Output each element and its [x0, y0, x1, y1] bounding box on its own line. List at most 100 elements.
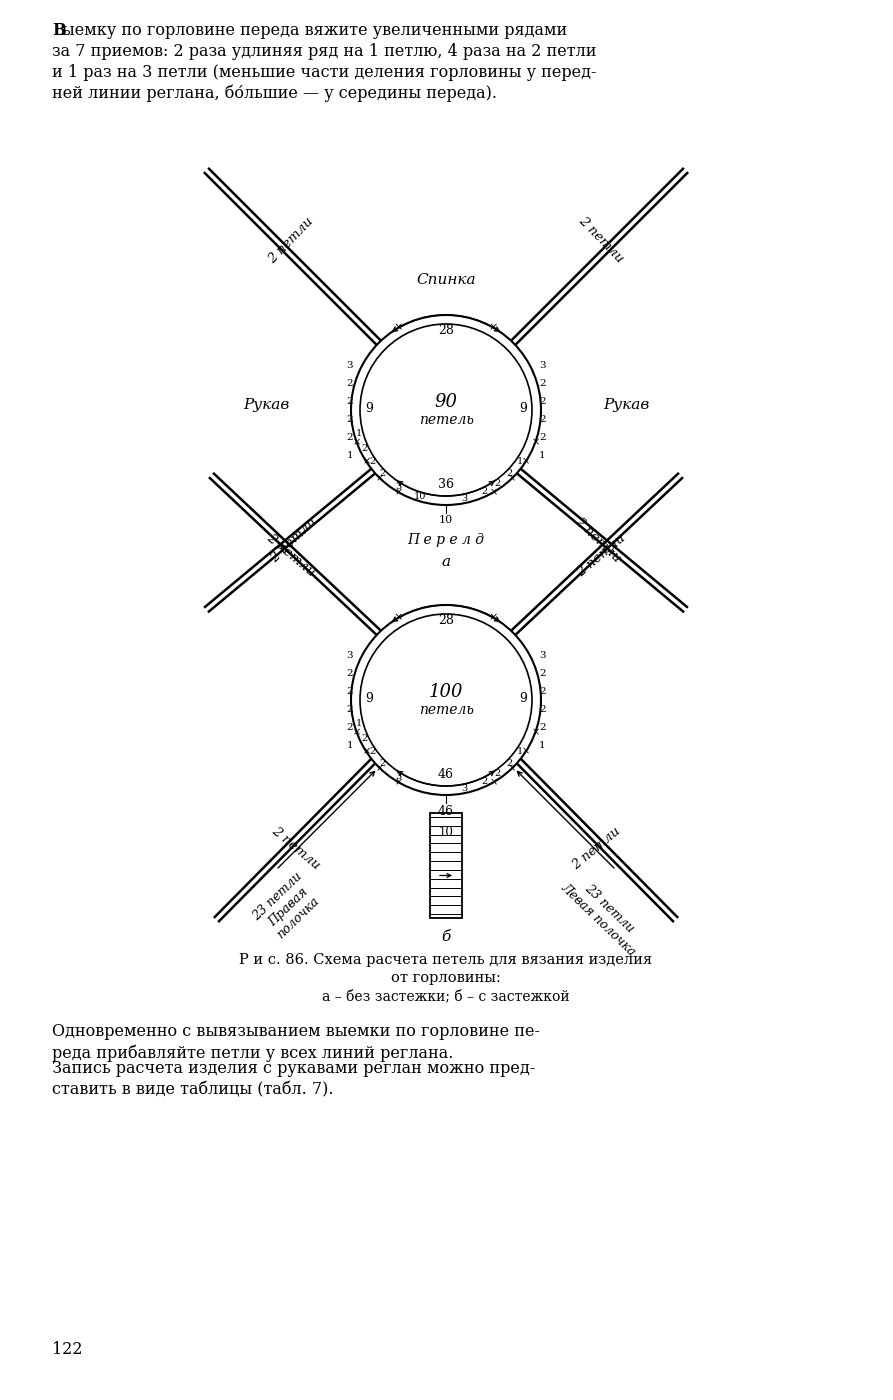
Text: 2: 2	[346, 414, 353, 423]
Text: 3: 3	[396, 482, 402, 491]
Text: 2: 2	[362, 734, 368, 742]
Text: 122: 122	[52, 1341, 82, 1358]
Text: 2: 2	[539, 704, 546, 714]
Text: 2 петли: 2 петли	[270, 825, 322, 872]
Text: В: В	[52, 22, 65, 39]
Text: ×: ×	[395, 777, 403, 787]
Text: Рукав: Рукав	[243, 398, 289, 412]
Text: 2: 2	[539, 378, 546, 388]
Text: ×: ×	[376, 473, 384, 483]
Text: 46: 46	[438, 805, 454, 818]
Text: 2: 2	[346, 704, 353, 714]
Text: 2: 2	[346, 378, 353, 388]
Text: П е р е л д: П е р е л д	[407, 533, 485, 547]
Text: ×: ×	[376, 763, 384, 773]
Text: ×: ×	[489, 777, 497, 787]
Text: 2: 2	[346, 396, 353, 406]
Text: 2 петли: 2 петли	[574, 531, 628, 578]
Text: ×: ×	[394, 613, 403, 623]
Text: ставить в виде таблицы (табл. 7).: ставить в виде таблицы (табл. 7).	[52, 1081, 333, 1098]
Text: 2 петли: 2 петли	[572, 515, 623, 566]
Text: ×: ×	[488, 323, 498, 333]
Text: 9: 9	[519, 692, 527, 704]
Text: ×: ×	[531, 728, 539, 738]
Text: ×: ×	[489, 487, 497, 497]
Text: 2: 2	[362, 444, 368, 452]
Text: 2: 2	[539, 414, 546, 423]
Text: 3: 3	[346, 651, 353, 659]
Bar	[430, 813, 462, 918]
Text: ×: ×	[363, 746, 371, 757]
Text: петель: петель	[419, 703, 473, 717]
Text: 36: 36	[438, 479, 454, 491]
Text: 2: 2	[346, 686, 353, 696]
Text: Спинка: Спинка	[416, 273, 476, 287]
Text: 2: 2	[380, 469, 386, 479]
Text: и 1 раз на 3 петли (меньшие части деления горловины у перед-: и 1 раз на 3 петли (меньшие части делени…	[52, 64, 597, 81]
Text: 3: 3	[396, 771, 402, 781]
Text: 9: 9	[519, 402, 527, 414]
Text: 3: 3	[539, 651, 546, 659]
Text: 1: 1	[346, 741, 353, 749]
Text: ×: ×	[353, 728, 361, 738]
Text: ней линии реглана, бо́льшие — у середины переда).: ней линии реглана, бо́льшие — у середины…	[52, 85, 497, 102]
Text: ыемку по горловине переда вяжите увеличенными рядами: ыемку по горловине переда вяжите увеличе…	[62, 22, 567, 39]
Text: 2: 2	[481, 487, 488, 496]
Text: б: б	[441, 930, 451, 944]
Text: 1: 1	[516, 748, 522, 756]
Text: 2 петли: 2 петли	[269, 515, 320, 566]
Text: ×: ×	[531, 437, 539, 448]
Text: 2: 2	[506, 759, 513, 769]
Text: 2: 2	[539, 396, 546, 406]
Text: ×: ×	[394, 323, 403, 333]
Text: 2: 2	[539, 433, 546, 441]
Text: 1: 1	[539, 741, 546, 749]
Text: 46: 46	[438, 769, 454, 781]
Text: 2 петли: 2 петли	[576, 214, 626, 266]
Text: 2: 2	[506, 469, 513, 479]
Text: 3: 3	[462, 784, 468, 792]
Text: 1: 1	[356, 718, 363, 728]
Text: петель: петель	[419, 413, 473, 427]
Text: 23 петли
Левая полочка: 23 петли Левая полочка	[559, 869, 649, 959]
Text: 2 петли: 2 петли	[264, 531, 318, 578]
Text: 1: 1	[516, 458, 522, 466]
Text: Запись расчета изделия с рукавами реглан можно пред-: Запись расчета изделия с рукавами реглан…	[52, 1060, 535, 1077]
Text: Рукав: Рукав	[603, 398, 649, 412]
Text: 2 петли: 2 петли	[266, 214, 316, 266]
Text: 2: 2	[369, 458, 375, 466]
Text: 1: 1	[346, 451, 353, 459]
Text: а: а	[441, 554, 451, 568]
Text: 28: 28	[438, 325, 454, 337]
Text: 2: 2	[346, 669, 353, 678]
Text: Р и с. 86. Схема расчета петель для вязания изделия: Р и с. 86. Схема расчета петель для вяза…	[239, 953, 653, 967]
Text: 90: 90	[435, 393, 457, 412]
Text: реда прибавляйте петли у всех линий реглана.: реда прибавляйте петли у всех линий регл…	[52, 1044, 454, 1061]
Text: 2: 2	[539, 669, 546, 678]
Text: 28: 28	[438, 615, 454, 627]
Text: за 7 приемов: 2 раза удлиняя ряд на 1 петлю, 4 раза на 2 петли: за 7 приемов: 2 раза удлиняя ряд на 1 пе…	[52, 43, 597, 60]
Text: 2: 2	[346, 433, 353, 441]
Text: ×: ×	[488, 613, 498, 623]
Text: 2: 2	[539, 686, 546, 696]
Text: 9: 9	[365, 402, 373, 414]
Text: 2: 2	[495, 769, 501, 778]
Text: 10: 10	[438, 515, 453, 525]
Text: 2: 2	[539, 722, 546, 731]
Text: 2: 2	[369, 748, 375, 756]
Text: ×: ×	[508, 473, 516, 483]
Text: ×: ×	[353, 437, 361, 448]
Text: 1: 1	[539, 451, 546, 459]
Text: от горловины:: от горловины:	[391, 972, 501, 986]
Text: Одновременно с вывязыванием выемки по горловине пе-: Одновременно с вывязыванием выемки по го…	[52, 1023, 540, 1040]
Text: 9: 9	[365, 692, 373, 704]
Text: 10: 10	[438, 826, 454, 840]
Text: 23 петли
Правая
полочка: 23 петли Правая полочка	[250, 869, 326, 945]
Text: а – без застежки; б – с застежкой: а – без застежки; б – с застежкой	[322, 988, 570, 1002]
Text: ×: ×	[522, 456, 530, 466]
Text: 2: 2	[380, 759, 386, 769]
Text: ×: ×	[395, 487, 403, 497]
Text: 3: 3	[462, 494, 468, 503]
Text: 3: 3	[539, 360, 546, 370]
Text: 100: 100	[429, 683, 463, 701]
